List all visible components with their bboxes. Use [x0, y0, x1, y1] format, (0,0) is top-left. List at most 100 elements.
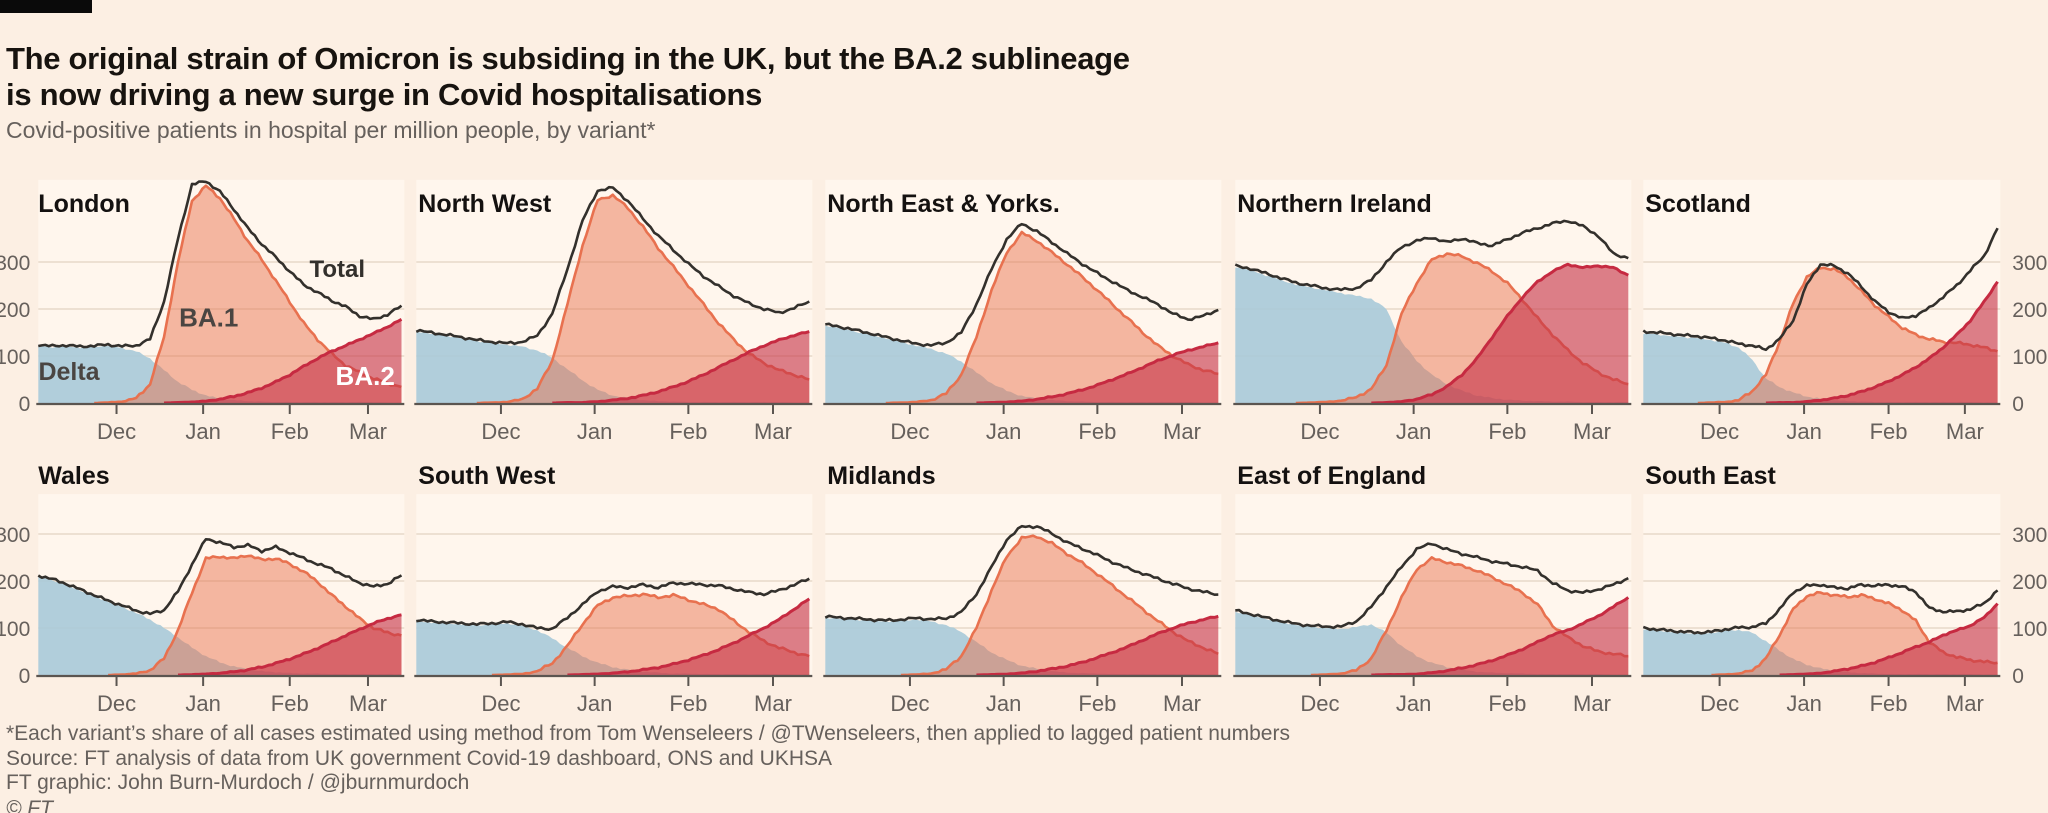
- region-title-northern-ireland: Northern Ireland: [1237, 190, 1431, 218]
- chart-scotland: 300 200 100 0 Dec Jan Feb Mar Scotland: [1638, 168, 2048, 448]
- y-axis-label: 300: [2013, 524, 2048, 547]
- ba2-area: [1371, 597, 1629, 675]
- total-line: [37, 538, 403, 616]
- chart-svg-wales: 300 200 100 0 Dec Jan Feb Mar Wales: [0, 462, 405, 716]
- ba1-line: [901, 534, 1219, 677]
- delta-area: [1643, 333, 1998, 403]
- y-axis-label: 0: [2013, 665, 2025, 688]
- ba1-line: [885, 230, 1219, 405]
- ba2-line: [976, 614, 1219, 677]
- y-axis-label: 0: [19, 665, 31, 688]
- chart-subtitle: Covid-positive patients in hospital per …: [6, 117, 656, 143]
- credit-line: FT graphic: John Burn-Murdoch / @jburnmu…: [6, 771, 470, 794]
- ba2-area: [1766, 281, 1998, 403]
- x-axis-label: Mar: [754, 691, 792, 716]
- chart-south-east: 300 200 100 0 Dec Jan Feb Mar South East: [1638, 440, 2048, 720]
- ba1-area: [94, 185, 402, 403]
- x-axis-label: Dec: [481, 419, 520, 444]
- chart-wales: 300 200 100 0 Dec Jan Feb Mar Wales: [0, 440, 410, 720]
- x-axis-label: Dec: [1300, 691, 1339, 716]
- ba1-line: [108, 554, 402, 677]
- x-axis-label: Feb: [669, 691, 707, 716]
- total-line: [415, 185, 810, 346]
- x-axis-label: Feb: [1079, 419, 1117, 444]
- x-axis-label: Mar: [1573, 419, 1611, 444]
- ba2-line: [551, 330, 810, 405]
- x-axis-label: Mar: [1163, 691, 1201, 716]
- delta-area: [1643, 629, 1998, 675]
- delta-area: [415, 330, 809, 403]
- source-line: Source: FT analysis of data from UK gove…: [6, 746, 833, 770]
- chart-svg-south-west: Dec Jan Feb Mar South West: [413, 462, 812, 716]
- region-title-south-west: South West: [418, 462, 556, 490]
- x-axis-label: Feb: [1870, 691, 1908, 716]
- chart-footer: *Each variant’s share of all cases estim…: [6, 722, 1290, 813]
- x-axis-label: Mar: [1946, 419, 1984, 444]
- chart-north-west: Dec Jan Feb Mar North West: [410, 168, 820, 448]
- page-title: The original strain of Omicron is subsid…: [6, 41, 1130, 113]
- x-axis-label: Feb: [669, 419, 707, 444]
- y-axis-label: 300: [2013, 252, 2048, 275]
- y-axis-label: 0: [19, 393, 31, 416]
- x-axis-label: Mar: [1946, 691, 1984, 716]
- ba2-line: [976, 341, 1219, 405]
- x-axis-label: Feb: [271, 691, 309, 716]
- ba2-line: [1371, 596, 1629, 677]
- x-axis-label: Jan: [1787, 691, 1822, 716]
- y-axis-label: 300: [0, 524, 30, 547]
- x-axis-label: Dec: [891, 419, 930, 444]
- ba2-area: [976, 616, 1219, 675]
- region-title-london: London: [38, 190, 130, 218]
- ba2-area: [177, 614, 402, 675]
- x-axis-label: Mar: [349, 691, 387, 716]
- x-axis-label: Jan: [986, 419, 1021, 444]
- region-title-wales: Wales: [38, 462, 109, 490]
- ba2-line: [1779, 602, 2000, 677]
- total-line: [825, 222, 1219, 348]
- x-axis-label: Feb: [1079, 691, 1117, 716]
- ba2-line: [1371, 262, 1629, 405]
- y-axis-label: 100: [2013, 346, 2048, 369]
- ba2-area: [1779, 603, 1998, 675]
- ba2-line: [177, 613, 402, 677]
- chart-northern-ireland: Dec Jan Feb Mar Northern Ireland: [1229, 168, 1639, 448]
- title-line-2: is now driving a new surge in Covid hosp…: [6, 76, 763, 112]
- copyright: © FT: [6, 796, 53, 813]
- x-axis-label: Feb: [1870, 419, 1908, 444]
- x-axis-label: Feb: [1488, 419, 1526, 444]
- series-label-delta: Delta: [38, 358, 100, 386]
- series-label-ba1: BA.1: [179, 302, 238, 332]
- series-label-ba2: BA.2: [336, 361, 395, 391]
- y-axis-label: 100: [0, 346, 30, 369]
- x-axis-label: Dec: [1300, 419, 1339, 444]
- chart-svg-scotland: 300 200 100 0 Dec Jan Feb Mar Scotland: [1641, 179, 2048, 444]
- ba1-area: [476, 194, 809, 403]
- ba2-line: [1766, 280, 2000, 405]
- delta-area: [38, 344, 402, 403]
- x-axis-label: Dec: [1700, 691, 1739, 716]
- x-axis-label: Mar: [1573, 691, 1611, 716]
- y-axis-label: 0: [2013, 393, 2025, 416]
- total-line: [1643, 582, 1999, 635]
- chart-svg-north-east-yorks: Dec Jan Feb Mar North East & Yorks.: [823, 179, 1222, 444]
- x-axis-label: Jan: [576, 691, 611, 716]
- chart-south-west: Dec Jan Feb Mar South West: [410, 440, 820, 720]
- x-axis-label: Jan: [1787, 419, 1822, 444]
- chart-svg-south-east: 300 200 100 0 Dec Jan Feb Mar South East: [1641, 462, 2048, 716]
- x-axis-label: Dec: [891, 691, 930, 716]
- region-title-south-east: South East: [1646, 462, 1777, 490]
- total-line: [38, 180, 403, 349]
- x-axis-label: Dec: [1700, 419, 1739, 444]
- y-axis-label: 200: [0, 571, 30, 594]
- x-axis-label: Jan: [1396, 691, 1431, 716]
- region-title-north-west: North West: [418, 190, 552, 218]
- series-label-total: Total: [309, 256, 365, 283]
- x-axis-label: Jan: [986, 691, 1021, 716]
- ba1-area: [885, 232, 1219, 403]
- chart-svg-east-of-england: Dec Jan Feb Mar East of England: [1233, 462, 1632, 716]
- title-line-1: The original strain of Omicron is subsid…: [6, 40, 1130, 76]
- x-axis-label: Feb: [271, 419, 309, 444]
- chart-east-of-england: Dec Jan Feb Mar East of England: [1229, 440, 1639, 720]
- chart-svg-midlands: Dec Jan Feb Mar Midlands: [823, 462, 1222, 716]
- delta-area: [1235, 611, 1629, 675]
